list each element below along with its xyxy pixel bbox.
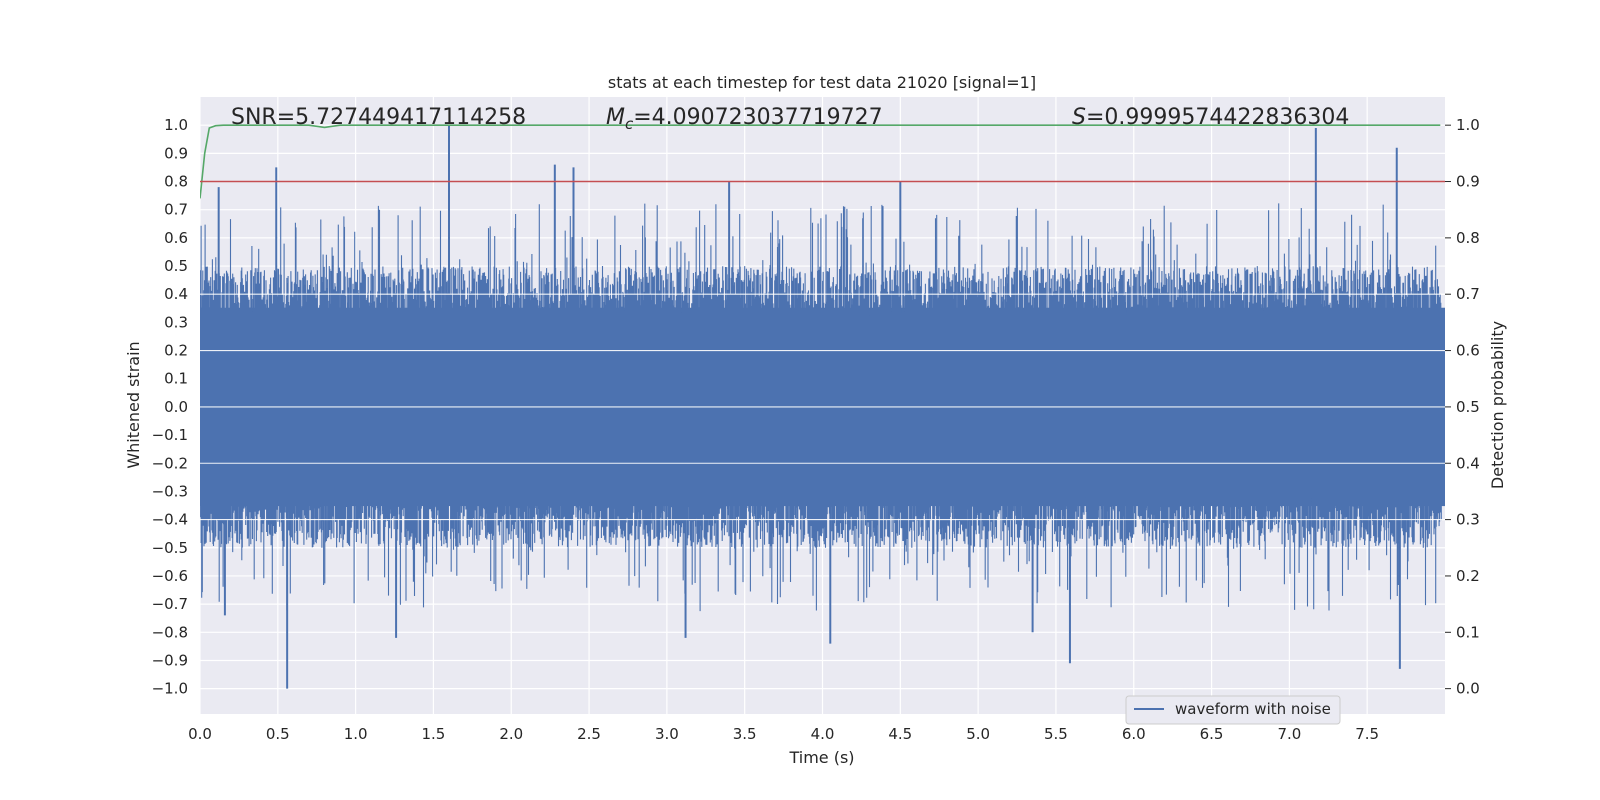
waveform-noise-trace <box>200 203 1442 612</box>
detection-stat-annotation: S=0.9999574422836304 <box>1072 105 1349 130</box>
snr-annotation: SNR=5.727449417114258 <box>231 105 526 130</box>
x-tick-label: 4.0 <box>811 725 835 743</box>
y-tick-labels: 1.0 0.9 0.8 0.7 0.6 0.5 0.4 0.3 0.2 0.1 0.0 −0.1 −0.… <box>152 116 188 697</box>
y-tick-label: −1.0 <box>152 680 188 698</box>
y-tick-label: 0.1 <box>164 370 188 388</box>
x-tick-label: 0.5 <box>266 725 290 743</box>
legend: waveform with noise <box>1125 695 1341 725</box>
x-tick-label: 0.0 <box>188 725 212 743</box>
y-tick-label: −0.5 <box>152 539 188 557</box>
x-tick-label: 1.5 <box>422 725 446 743</box>
x-tick-label: 7.0 <box>1277 725 1301 743</box>
x-tick-label: 7.5 <box>1355 725 1379 743</box>
x-axis-label: Time (s) <box>788 748 854 767</box>
y-right-tick-label: 0.2 <box>1456 567 1480 585</box>
y-tick-label: −0.9 <box>152 651 188 669</box>
detection-stat-symbol: S <box>1072 105 1086 130</box>
y-tick-label: −0.1 <box>152 426 188 444</box>
legend-label-waveform: waveform with noise <box>1175 700 1331 718</box>
y-tick-label: −0.2 <box>152 454 188 472</box>
y-right-tick-label: 0.8 <box>1456 229 1480 247</box>
y-tick-label: 0.2 <box>164 342 188 360</box>
x-tick-label: 3.0 <box>655 725 679 743</box>
y-right-tick-label: 0.5 <box>1456 398 1480 416</box>
detection-stat-value: =0.9999574422836304 <box>1086 105 1349 130</box>
y-tick-label: 0.7 <box>164 201 188 219</box>
grid-overlay <box>200 293 1445 521</box>
x-tick-label: 2.0 <box>499 725 523 743</box>
y-tick-label: 0.6 <box>164 229 188 247</box>
y-tick-label: −0.8 <box>152 623 188 641</box>
y-right-tick-labels: 1.0 0.9 0.8 0.7 0.6 0.5 0.4 0.3 0.2 0.1 0.0 <box>1445 116 1480 698</box>
y-tick-label: 0.8 <box>164 173 188 191</box>
y-right-tick-label: 0.0 <box>1456 680 1480 698</box>
x-tick-label: 2.5 <box>577 725 601 743</box>
x-tick-label: 4.5 <box>888 725 912 743</box>
y-right-tick-label: 0.3 <box>1456 511 1480 529</box>
y-tick-label: −0.7 <box>152 595 188 613</box>
y-tick-label: 0.5 <box>164 257 188 275</box>
y-tick-label: −0.6 <box>152 567 188 585</box>
y-tick-label: 0.0 <box>164 398 188 416</box>
y-tick-label: −0.3 <box>152 482 188 500</box>
chirp-mass-annotation: Mc=4.090723037719727 <box>606 105 883 133</box>
chirp-mass-symbol: M <box>606 105 625 130</box>
x-tick-label: 6.5 <box>1200 725 1224 743</box>
y-axis-label: Whitened strain <box>124 341 143 468</box>
y-right-tick-label: 0.9 <box>1456 173 1480 191</box>
y-tick-label: 0.9 <box>164 144 188 162</box>
chirp-mass-subscript: c <box>625 115 634 133</box>
chart-title: stats at each timestep for test data 210… <box>608 73 1036 92</box>
x-tick-label: 5.5 <box>1044 725 1068 743</box>
y-tick-label: 0.3 <box>164 313 188 331</box>
x-tick-labels: 0.0 0.5 1.0 1.5 2.0 2.5 3.0 3.5 4.0 4.5 5.0 5.5 6.0 6… <box>188 725 1379 743</box>
detection-probability-line <box>200 124 1441 199</box>
y-tick-label: −0.4 <box>152 511 188 529</box>
y-right-tick-label: 0.1 <box>1456 623 1480 641</box>
y-right-tick-label: 0.7 <box>1456 285 1480 303</box>
chirp-mass-value: =4.090723037719727 <box>633 105 882 130</box>
y-right-tick-label: 0.6 <box>1456 342 1480 360</box>
y-right-tick-label: 1.0 <box>1456 116 1480 134</box>
y-right-axis-label: Detection probability <box>1488 321 1507 489</box>
x-tick-label: 1.0 <box>344 725 368 743</box>
legend-box <box>1125 695 1341 725</box>
x-tick-label: 3.5 <box>733 725 757 743</box>
y-tick-label: 1.0 <box>164 116 188 134</box>
y-right-tick-label: 0.4 <box>1456 454 1480 472</box>
y-tick-label: 0.4 <box>164 285 188 303</box>
x-tick-label: 5.0 <box>966 725 990 743</box>
x-tick-label: 6.0 <box>1122 725 1146 743</box>
